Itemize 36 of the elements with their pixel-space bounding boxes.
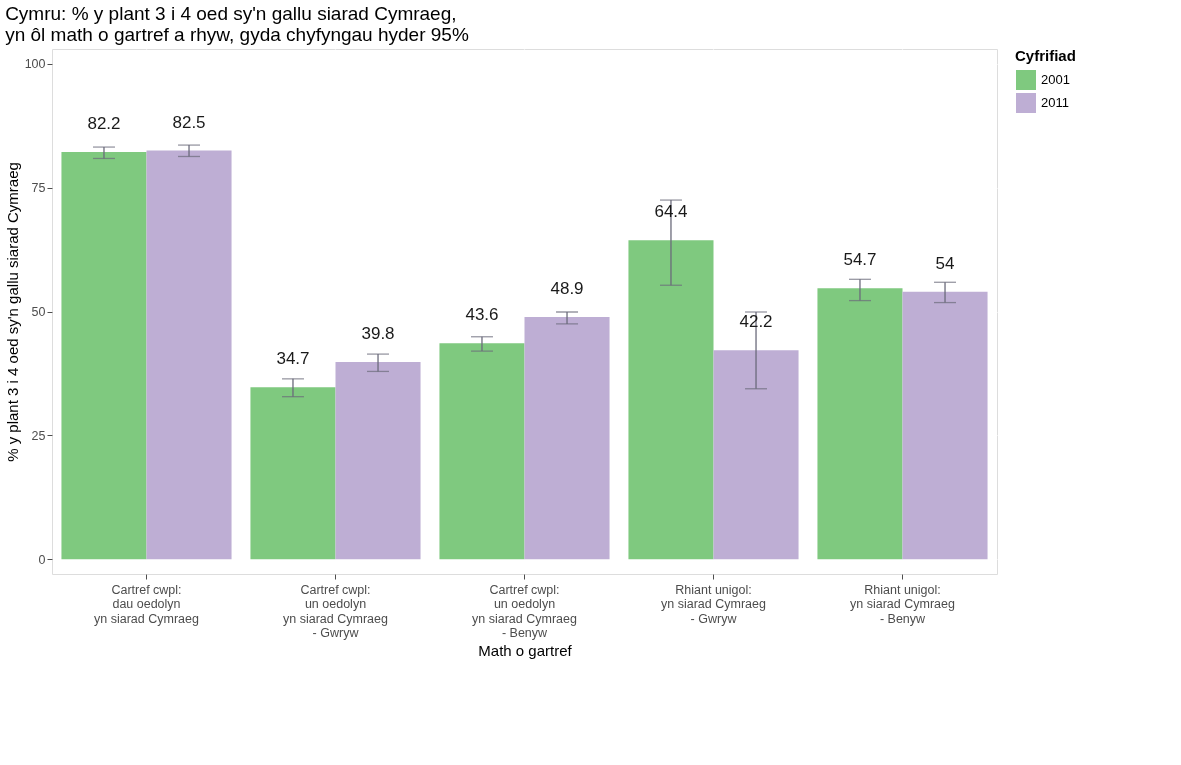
data-label: 42.2 xyxy=(739,312,773,332)
y-tick-label: 50 xyxy=(31,305,46,319)
x-tick-label: Rhiant unigol: yn siarad Cymraeg - Gwryw xyxy=(661,582,766,626)
legend-label: 2011 xyxy=(1041,95,1069,110)
bar xyxy=(250,387,336,560)
y-tick-label: 100 xyxy=(24,57,46,72)
x-axis-title: Math o gartref xyxy=(478,641,573,659)
data-label: 54 xyxy=(935,253,955,273)
data-label: 82.2 xyxy=(87,114,121,134)
x-tick-label: Cartref cwpl: un oedolyn yn siarad Cymraeg - Benyw xyxy=(472,582,577,640)
data-label: 43.6 xyxy=(465,305,499,325)
x-tick-label: Cartref cwpl: dau oedolyn yn siarad Cymraeg xyxy=(94,582,199,626)
data-label: 39.8 xyxy=(361,324,395,344)
data-label: 34.7 xyxy=(276,349,310,369)
bar xyxy=(61,152,147,560)
y-tick-label: 25 xyxy=(31,428,46,443)
bar xyxy=(817,288,903,560)
legend-title: Cyfrifiad xyxy=(1015,47,1076,64)
y-tick-label: 0 xyxy=(38,552,46,567)
bar xyxy=(713,350,799,560)
bar xyxy=(902,291,988,560)
data-label: 54.7 xyxy=(843,250,877,270)
bar xyxy=(628,240,714,560)
bar xyxy=(335,362,421,560)
data-label: 82.5 xyxy=(172,112,206,132)
y-axis-title: % y plant 3 i 4 oed sy'n gallu siarad Cymraeg xyxy=(3,162,21,462)
x-tick-label: Cartref cwpl: un oedolyn yn siarad Cymraeg - Gwryw xyxy=(283,582,388,640)
y-tick-label: 75 xyxy=(31,181,46,196)
data-label: 48.9 xyxy=(550,278,584,298)
data-label: 64.4 xyxy=(654,202,688,222)
x-tick-label: Rhiant unigol: yn siarad Cymraeg - Benyw xyxy=(850,582,955,626)
legend-label: 2001 xyxy=(1041,72,1070,87)
chart-title: Cymru: % y plant 3 i 4 oed sy'n gallu siarad Cymraeg, yn ôl math o gartref a rhyw, gyda chyfyngau hyder 95% xyxy=(5,3,469,45)
bar xyxy=(524,316,610,560)
bar xyxy=(439,343,525,560)
bar xyxy=(146,150,232,560)
